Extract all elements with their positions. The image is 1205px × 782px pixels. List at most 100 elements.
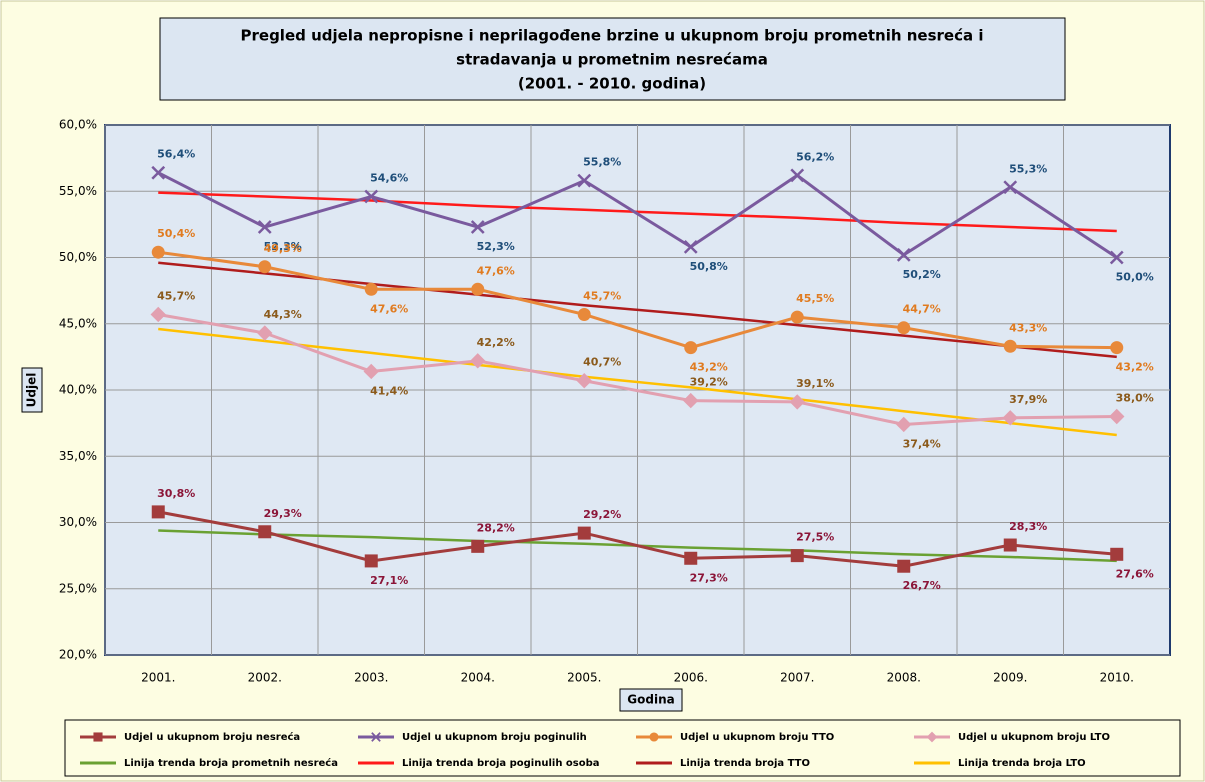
- legend-label: Linija trenda broja poginulih osoba: [402, 758, 600, 769]
- marker: [1002, 410, 1018, 426]
- data-label: 29,2%: [583, 508, 621, 521]
- data-label: 27,3%: [690, 571, 728, 584]
- data-label: 43,2%: [1116, 361, 1154, 374]
- y-tick-label: 30,0%: [59, 515, 97, 529]
- data-label: 52,3%: [477, 240, 515, 253]
- data-label: 44,7%: [903, 303, 941, 316]
- marker: [364, 189, 379, 204]
- marker: [371, 732, 381, 742]
- marker: [151, 245, 165, 259]
- data-label: 47,6%: [477, 264, 515, 277]
- data-label: 45,7%: [157, 289, 195, 302]
- x-tick-label: 2006.: [674, 671, 708, 685]
- data-label: 40,7%: [583, 356, 621, 369]
- legend-label: Linija trenda broja TTO: [680, 758, 810, 769]
- marker: [470, 353, 486, 369]
- y-tick-label: 40,0%: [59, 383, 97, 397]
- marker: [897, 321, 911, 335]
- trend-line: [158, 191, 1117, 233]
- legend-label: Linija trenda broja LTO: [958, 758, 1086, 769]
- marker: [683, 240, 698, 254]
- data-label: 27,5%: [796, 531, 834, 544]
- data-label: 54,6%: [370, 172, 408, 185]
- legend-label: Linija trenda broja prometnih nesreća: [124, 757, 338, 769]
- data-label: 27,6%: [1116, 567, 1154, 580]
- x-tick-label: 2002.: [248, 671, 282, 685]
- series-line: [157, 171, 1118, 259]
- marker: [258, 525, 272, 539]
- marker: [470, 220, 485, 234]
- y-tick-label: 60,0%: [59, 118, 97, 132]
- marker: [1003, 538, 1017, 552]
- marker: [684, 551, 698, 565]
- y-tick-label: 25,0%: [59, 581, 97, 595]
- data-label: 45,5%: [796, 292, 834, 305]
- data-label: 50,8%: [690, 260, 728, 273]
- data-label: 41,4%: [370, 384, 408, 397]
- marker: [683, 392, 699, 409]
- x-tick-label: 2005.: [567, 671, 601, 685]
- series-line: [158, 250, 1117, 350]
- marker: [576, 373, 592, 389]
- marker: [577, 307, 591, 321]
- data-label: 28,2%: [477, 521, 515, 534]
- data-label: 37,4%: [903, 437, 941, 450]
- data-label: 55,3%: [1009, 162, 1047, 175]
- x-label-box: [619, 688, 683, 712]
- marker: [364, 282, 378, 296]
- marker: [151, 505, 165, 519]
- chart-title: Pregled udjela nepropisne i neprilagođen…: [241, 27, 984, 45]
- y-label-box: [21, 367, 43, 413]
- data-label: 50,0%: [1116, 271, 1154, 284]
- x-tick-label: 2008.: [887, 671, 921, 685]
- marker: [471, 539, 485, 553]
- data-label: 37,9%: [1009, 393, 1047, 406]
- data-label: 39,1%: [796, 377, 834, 390]
- x-tick-label: 2004.: [461, 671, 495, 685]
- data-label: 38,0%: [1116, 392, 1154, 405]
- marker: [790, 168, 805, 183]
- x-tick-label: 2009.: [993, 671, 1027, 685]
- data-label: 43,2%: [690, 361, 728, 374]
- x-axis-label: Godina: [627, 693, 674, 707]
- marker: [1003, 180, 1018, 195]
- marker: [1109, 250, 1124, 265]
- marker: [896, 247, 911, 262]
- marker: [577, 173, 592, 188]
- marker: [258, 260, 272, 274]
- data-label: 26,7%: [903, 579, 941, 592]
- data-label: 28,3%: [1009, 520, 1047, 533]
- legend-label: Udjel u ukupnom broju LTO: [958, 732, 1110, 743]
- marker: [790, 549, 804, 563]
- chart-title: (2001. - 2010. godina): [518, 75, 706, 93]
- data-label: 55,8%: [583, 156, 621, 169]
- data-label: 50,4%: [157, 227, 195, 240]
- series-line: [157, 312, 1117, 426]
- marker: [790, 310, 804, 324]
- y-tick-label: 45,0%: [59, 316, 97, 330]
- data-label: 44,3%: [264, 308, 302, 321]
- data-label: 49,3%: [264, 242, 302, 255]
- x-tick-label: 2007.: [780, 671, 814, 685]
- data-label: 42,2%: [477, 336, 515, 349]
- y-tick-label: 20,0%: [59, 648, 97, 662]
- marker: [1003, 339, 1017, 353]
- marker: [897, 559, 911, 573]
- marker: [684, 341, 698, 355]
- legend: [64, 719, 1181, 777]
- data-label: 27,1%: [370, 574, 408, 587]
- marker: [1110, 547, 1124, 561]
- marker: [257, 220, 272, 234]
- marker: [93, 732, 103, 742]
- marker: [151, 165, 166, 180]
- x-tick-label: 2003.: [354, 671, 388, 685]
- marker: [257, 325, 273, 341]
- data-label: 43,3%: [1009, 321, 1047, 334]
- legend-label: Udjel u ukupnom broju TTO: [680, 732, 834, 743]
- series-line: [157, 510, 1117, 568]
- y-axis-label: Udjel: [25, 373, 39, 408]
- data-label: 52,3%: [264, 240, 302, 253]
- marker: [926, 731, 938, 743]
- x-tick-label: 2010.: [1100, 671, 1134, 685]
